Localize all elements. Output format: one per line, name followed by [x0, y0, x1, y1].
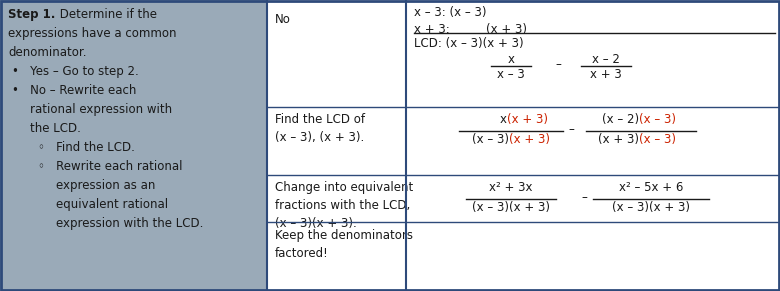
Text: x: x	[508, 53, 515, 66]
Text: No: No	[275, 13, 291, 26]
Text: Keep the denominators: Keep the denominators	[275, 229, 413, 242]
Text: (x – 3): (x – 3)	[639, 113, 676, 126]
Text: (x + 3): (x + 3)	[598, 133, 639, 146]
Text: ◦   Find the LCD.: ◦ Find the LCD.	[38, 141, 135, 154]
Text: expression with the LCD.: expression with the LCD.	[56, 217, 204, 230]
Text: (x – 3)(x + 3): (x – 3)(x + 3)	[612, 201, 690, 214]
Text: –: –	[555, 58, 561, 72]
Text: Change into equivalent: Change into equivalent	[275, 181, 413, 194]
Text: (x – 3)(x + 3).: (x – 3)(x + 3).	[275, 217, 356, 230]
Bar	[267, 0, 406, 291]
Text: –: –	[568, 123, 574, 136]
Text: x – 3: (x – 3): x – 3: (x – 3)	[414, 6, 487, 19]
Text: rational expression with: rational expression with	[30, 103, 172, 116]
Text: Step 1.: Step 1.	[8, 8, 55, 21]
Text: LCD: (x – 3)(x + 3): LCD: (x – 3)(x + 3)	[414, 37, 523, 50]
Text: •   Yes – Go to step 2.: • Yes – Go to step 2.	[12, 65, 139, 78]
Text: x: x	[500, 113, 507, 126]
Text: Determine if the: Determine if the	[56, 8, 157, 21]
Text: (x + 3): (x + 3)	[509, 133, 550, 146]
Text: (x + 3): (x + 3)	[507, 113, 548, 126]
Text: fractions with the LCD,: fractions with the LCD,	[275, 199, 410, 212]
Text: ◦   Rewrite each rational: ◦ Rewrite each rational	[38, 160, 183, 173]
Text: x – 2: x – 2	[592, 53, 620, 66]
Text: x² + 3x: x² + 3x	[489, 181, 533, 194]
Text: denominator.: denominator.	[8, 46, 87, 59]
Text: –: –	[581, 191, 587, 205]
Text: x + 3:: x + 3:	[414, 23, 450, 36]
Text: (x – 3), (x + 3).: (x – 3), (x + 3).	[275, 131, 364, 144]
Text: (x + 3): (x + 3)	[486, 23, 527, 36]
Text: Find the LCD of: Find the LCD of	[275, 113, 365, 126]
Text: (x – 3): (x – 3)	[639, 133, 676, 146]
Text: (x – 3)(x + 3): (x – 3)(x + 3)	[472, 201, 550, 214]
Text: expression as an: expression as an	[56, 179, 155, 192]
Text: x² – 5x + 6: x² – 5x + 6	[619, 181, 683, 194]
Text: •   No – Rewrite each: • No – Rewrite each	[12, 84, 136, 97]
Text: (x – 2): (x – 2)	[602, 113, 639, 126]
Text: x – 3: x – 3	[497, 68, 525, 81]
Bar	[0, 0, 267, 291]
Text: equivalent rational: equivalent rational	[56, 198, 168, 211]
Text: (x – 3): (x – 3)	[472, 133, 509, 146]
Text: factored!: factored!	[275, 247, 328, 260]
Bar	[406, 0, 780, 291]
Text: x + 3: x + 3	[590, 68, 622, 81]
Text: expressions have a common: expressions have a common	[8, 27, 176, 40]
Text: the LCD.: the LCD.	[30, 122, 81, 135]
